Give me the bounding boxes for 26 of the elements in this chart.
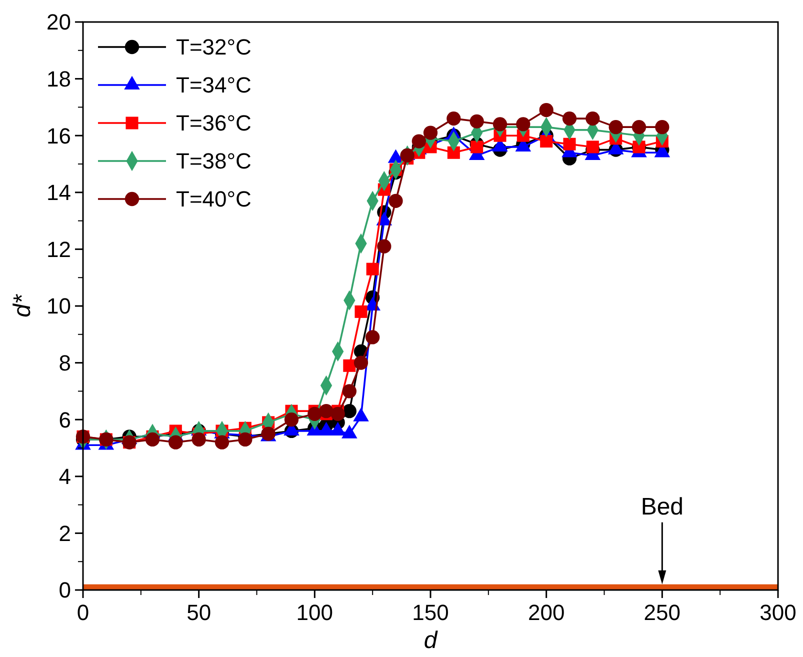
- y-tick-label: 0: [58, 578, 71, 603]
- x-tick-label: 250: [644, 600, 681, 625]
- legend-label: T=32°C: [176, 34, 252, 60]
- legend-label: T=38°C: [176, 148, 252, 174]
- y-tick-label: 2: [58, 520, 71, 546]
- x-tick-label: 150: [412, 600, 449, 625]
- x-tick-label: 300: [760, 600, 796, 625]
- y-tick-label: 10: [46, 294, 71, 319]
- legend-label: T=36°C: [176, 110, 252, 136]
- legend-label: T=34°C: [176, 72, 252, 98]
- y-tick-label: 6: [58, 407, 71, 432]
- y-tick-label: 8: [58, 350, 71, 376]
- y-tick-label: 14: [46, 180, 71, 206]
- x-tick-label: 0: [76, 600, 90, 625]
- y-tick-label: 18: [46, 66, 71, 92]
- y-axis-title: d*: [9, 294, 36, 318]
- x-tick-label: 200: [528, 600, 565, 625]
- legend-label: T=40°C: [176, 186, 252, 212]
- y-tick-label: 12: [46, 236, 71, 262]
- y-tick-label: 20: [46, 10, 71, 35]
- x-tick-label: 50: [186, 600, 212, 625]
- y-tick-label: 4: [58, 464, 71, 490]
- y-tick-label: 16: [46, 123, 71, 148]
- x-axis-title: d: [424, 627, 438, 654]
- annotation: Bed: [640, 493, 684, 520]
- x-tick-label: 100: [296, 600, 334, 625]
